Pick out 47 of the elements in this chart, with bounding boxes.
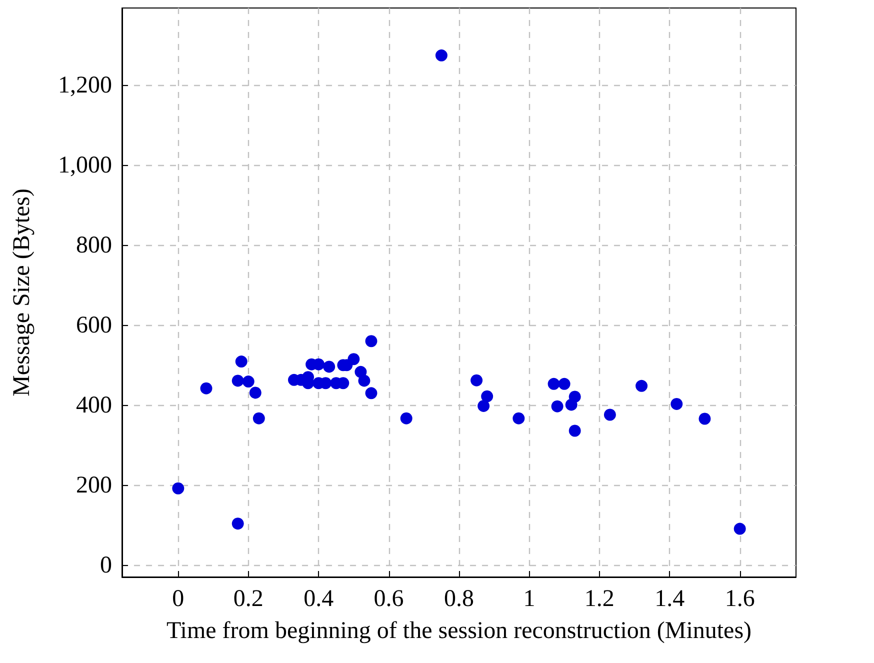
point (734, 522, 746, 535)
y-tick-label: 0 (100, 552, 112, 579)
point (365, 335, 378, 348)
point (470, 374, 483, 386)
point (604, 408, 616, 421)
x-tick-label: 0.4 (304, 586, 334, 612)
point (252, 412, 265, 424)
point (568, 390, 581, 403)
point (435, 49, 448, 62)
x-tick-label: 0.2 (233, 586, 264, 612)
point (172, 482, 184, 494)
point (400, 412, 412, 424)
point (348, 353, 360, 366)
point (478, 400, 490, 412)
point (200, 382, 212, 394)
x-tick-label: 1.4 (654, 586, 685, 612)
point (249, 386, 262, 399)
y-tick-label: 200 (76, 472, 112, 499)
point (232, 518, 244, 530)
point (481, 390, 494, 402)
y-tick-label: 1,000 (58, 152, 112, 178)
y-axis-title: Message Size (Bytes) (9, 188, 35, 396)
x-tick-label: 0.8 (444, 586, 474, 612)
point (558, 378, 570, 390)
point (512, 412, 525, 424)
x-tick-label: 1.6 (724, 586, 755, 612)
point (548, 378, 560, 390)
y-tick-label: 800 (76, 232, 112, 258)
point (670, 398, 683, 410)
x-tick-label: 1.2 (584, 586, 614, 612)
point (235, 356, 248, 368)
point (636, 380, 648, 392)
point (232, 374, 244, 387)
point (568, 424, 581, 437)
point (242, 376, 254, 388)
point (698, 412, 711, 425)
point (323, 360, 336, 373)
point (365, 387, 378, 400)
point (551, 400, 564, 412)
y-tick-label: 1,200 (58, 72, 112, 98)
x-axis-title: Time from beginning of the session reconstruction (Minutes) (166, 618, 752, 644)
x-tick-label: 1 (523, 586, 536, 612)
x-tick-label: 0 (172, 586, 184, 612)
y-tick-label: 400 (76, 392, 112, 419)
point (358, 374, 370, 387)
y-tick-label: 600 (76, 312, 112, 339)
x-tick-label: 0.6 (374, 586, 404, 612)
